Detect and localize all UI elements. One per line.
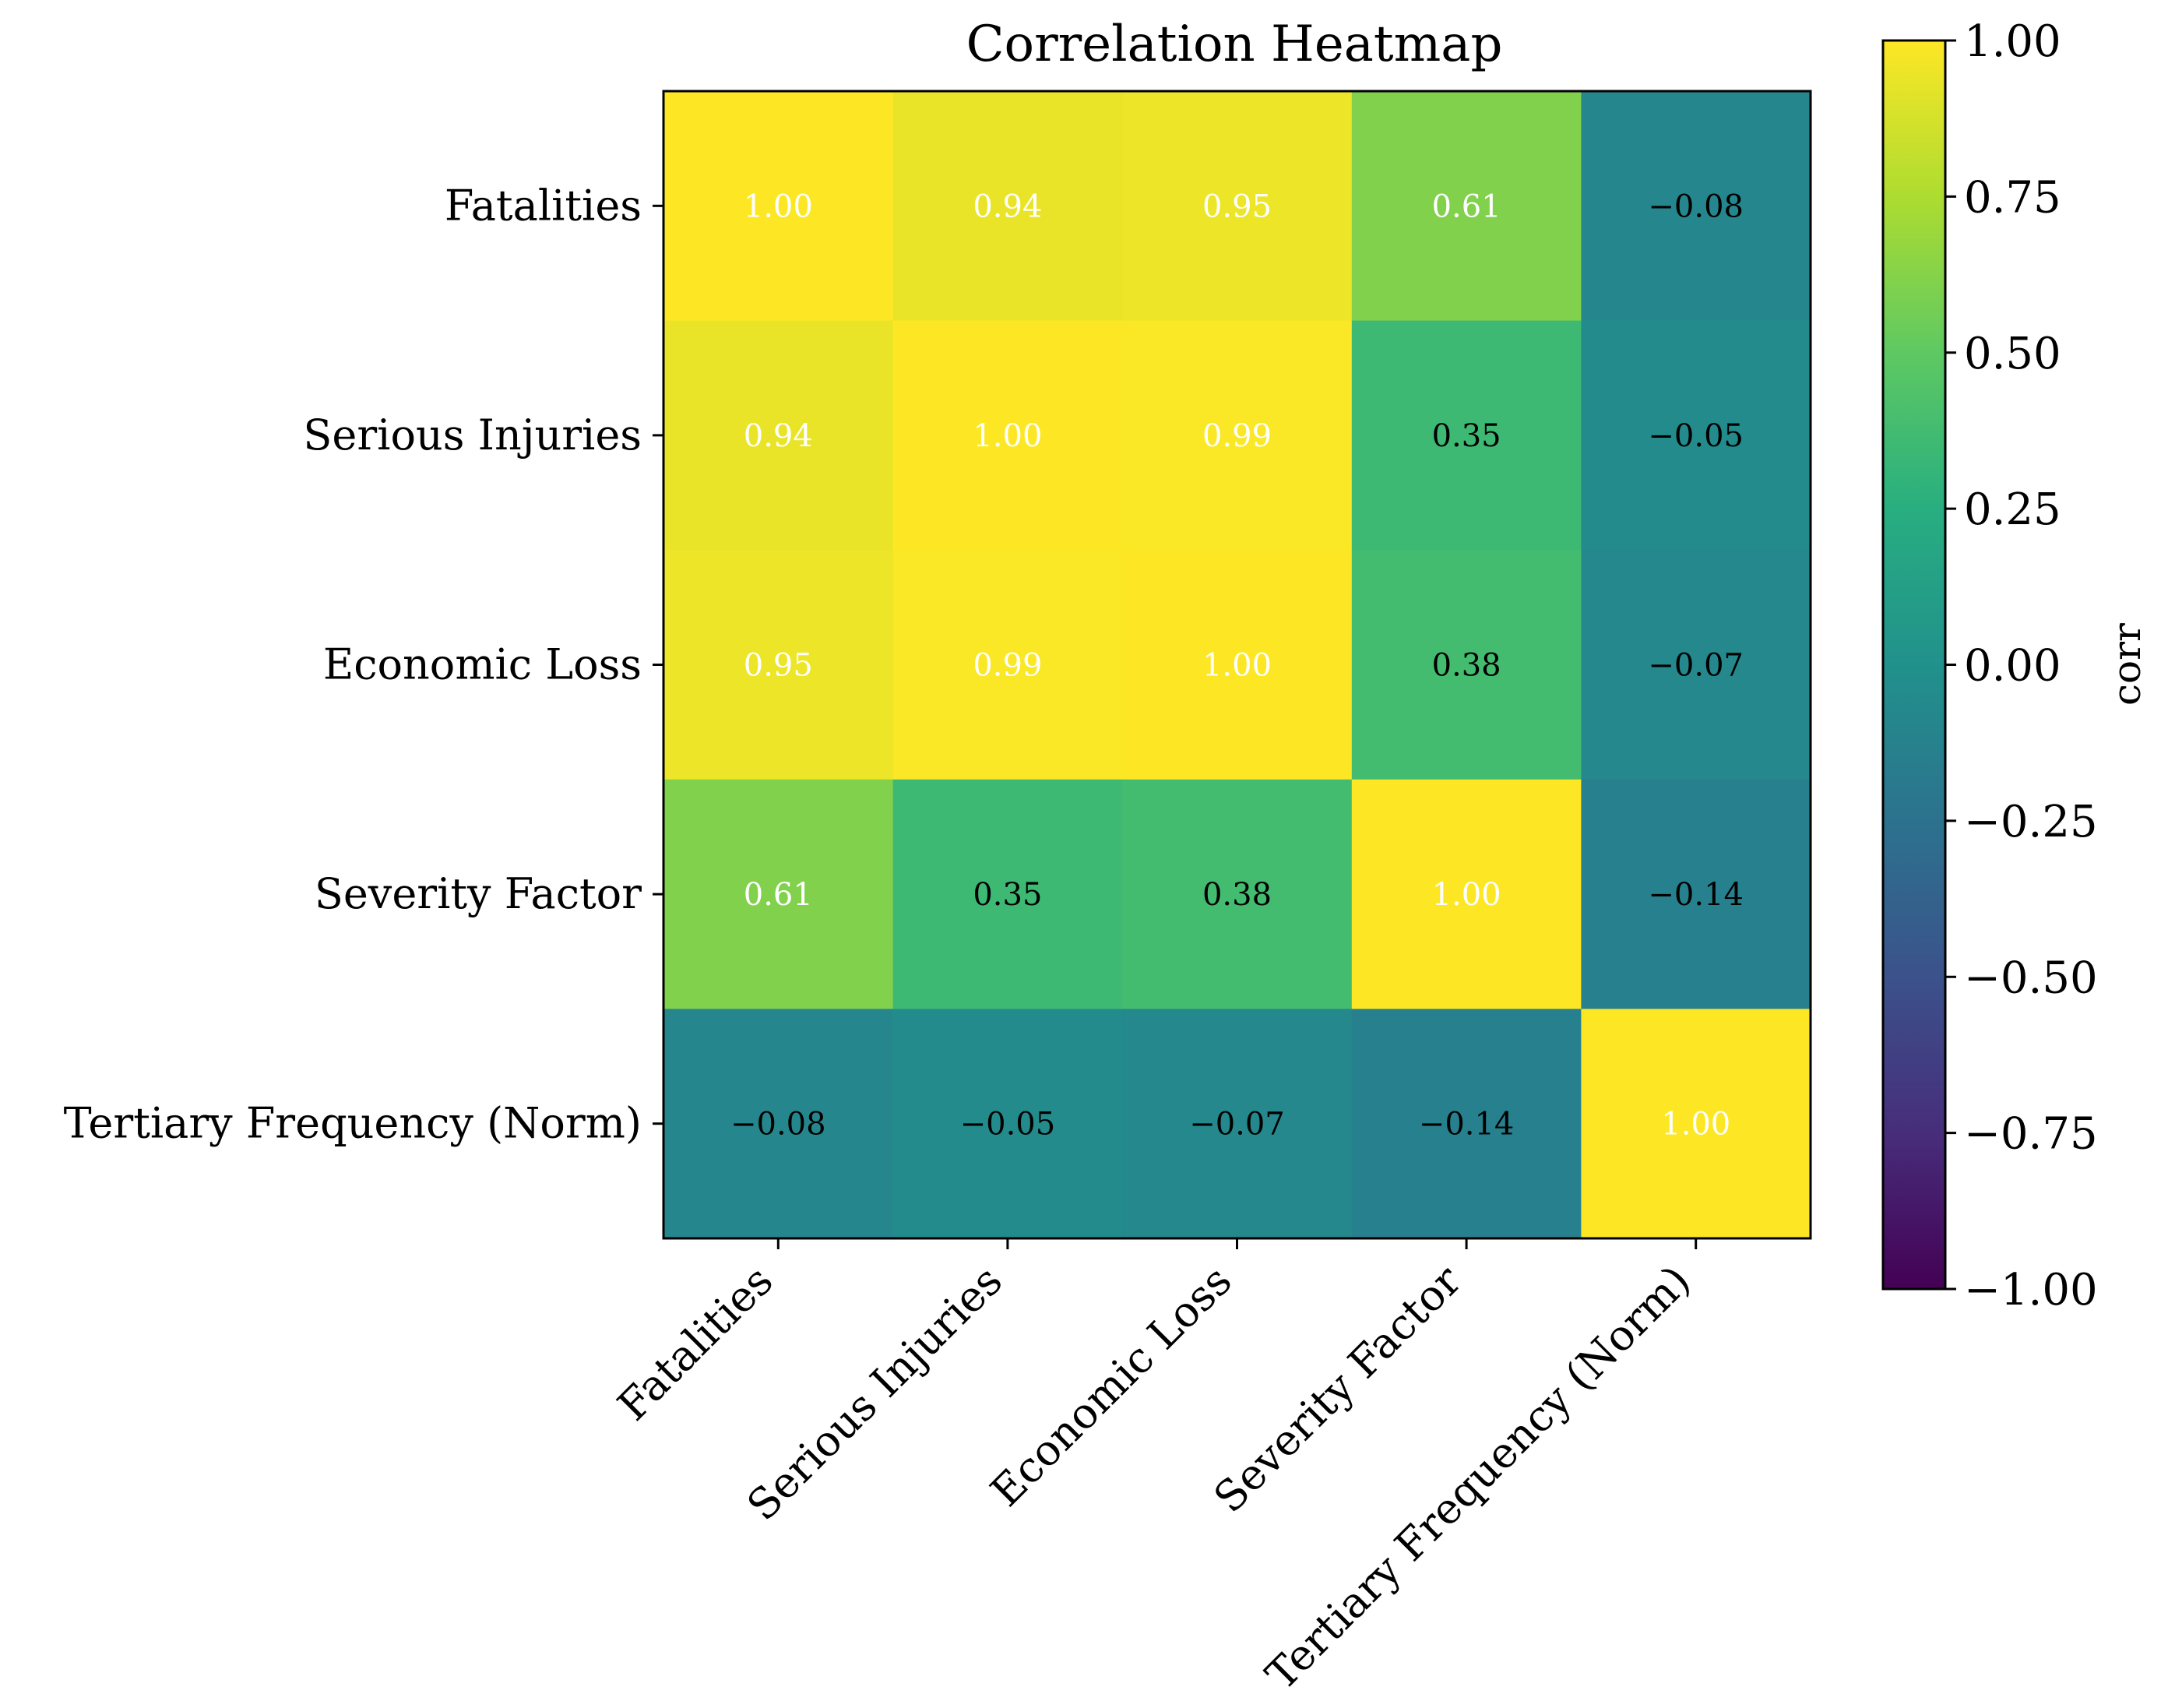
cell-value-label: 0.61: [1432, 188, 1501, 224]
heatmap-cell-r4-c0: [663, 1009, 894, 1239]
cell-value-label: −0.08: [730, 1107, 826, 1143]
cell-value-label: −0.07: [1189, 1107, 1285, 1143]
cell-value-label: 1.00: [1202, 648, 1272, 684]
cell-value-label: 1.00: [973, 418, 1042, 454]
y-tick-label-serious-injuries: Serious Injuries: [303, 410, 642, 460]
heatmap-cell-r2-c2: [1122, 550, 1353, 780]
heatmap-cell-r2-c3: [1351, 550, 1582, 780]
heatmap-cell-r2-c4: [1581, 550, 1811, 780]
heatmap-cell-r2-c1: [892, 550, 1123, 780]
colorbar-tick-label: 1.00: [1964, 16, 2061, 67]
heatmap-cell-r3-c3: [1351, 779, 1582, 1009]
colorbar-tick-label: 0.50: [1964, 329, 2061, 379]
chart-title: Correlation Heatmap: [966, 16, 1503, 73]
cell-value-label: 0.95: [744, 648, 813, 684]
cell-value-label: −0.08: [1648, 188, 1744, 224]
colorbar-label: corr: [2104, 623, 2149, 706]
cell-value-label: 0.35: [973, 877, 1042, 913]
cell-value-label: 0.94: [744, 418, 813, 454]
heatmap-cell-r4-c3: [1351, 1009, 1582, 1239]
heatmap-cell-r0-c0: [663, 91, 894, 322]
heatmap-cell-r1-c1: [892, 320, 1123, 551]
cell-value-label: 1.00: [744, 188, 813, 224]
heatmap-cell-r1-c3: [1351, 320, 1582, 551]
y-tick-label-fatalities: Fatalities: [445, 181, 642, 230]
cell-value-label: 0.99: [973, 648, 1042, 684]
colorbar-tick-label: −1.00: [1964, 1265, 2098, 1315]
heatmap-cell-r0-c4: [1581, 91, 1811, 322]
cell-value-label: −0.14: [1419, 1107, 1515, 1143]
y-tick-label-tertiary-frequency-norm: Tertiary Frequency (Norm): [64, 1099, 642, 1148]
cell-value-label: −0.05: [1648, 418, 1744, 454]
colorbar-tick-label: 0.75: [1964, 172, 2061, 223]
heatmap-cell-r4-c2: [1122, 1009, 1353, 1239]
heatmap-cells: [663, 91, 1811, 1239]
colorbar: [1881, 39, 1947, 1291]
cell-value-label: 0.99: [1202, 418, 1272, 454]
y-tick-label-severity-factor: Severity Factor: [315, 869, 642, 918]
cell-value-label: −0.05: [960, 1107, 1056, 1143]
heatmap-cell-r3-c2: [1122, 779, 1353, 1009]
colorbar-tick-label: −0.75: [1964, 1109, 2098, 1160]
heatmap-cell-r2-c0: [663, 550, 894, 780]
cell-value-label: 1.00: [1432, 877, 1501, 913]
cell-value-label: 0.94: [973, 188, 1042, 224]
y-axis: Fatalities Serious Injuries Economic Loss S…: [64, 181, 663, 1148]
colorbar-tick-label: −0.25: [1964, 797, 2098, 847]
heatmap-cell-r4-c1: [892, 1009, 1123, 1239]
colorbar-tick-label: 0.00: [1964, 641, 2061, 692]
heatmap-cell-r3-c1: [892, 779, 1123, 1009]
heatmap-cell-r1-c2: [1122, 320, 1353, 551]
heatmap-cell-r1-c4: [1581, 320, 1811, 551]
heatmap-cell-labels: 1.00 0.94 0.95 0.61 −0.08 0.94 1.00 0.99 0.35 −0.…: [730, 188, 1744, 1142]
heatmap-cell-r0-c1: [892, 91, 1123, 322]
cell-value-label: 0.38: [1432, 648, 1501, 684]
cell-value-label: 0.61: [744, 877, 813, 913]
heatmap-cell-r0-c2: [1122, 91, 1353, 322]
cell-value-label: 0.35: [1432, 418, 1501, 454]
cell-value-label: 0.95: [1202, 188, 1272, 224]
colorbar-tick-label: 0.25: [1964, 484, 2061, 535]
colorbar-ticks: 1.00 0.75 0.50 0.25 0.00 −0.25 −0.50 −0.75 −1.00: [1945, 16, 2098, 1315]
heatmap-cell-r3-c0: [663, 779, 894, 1009]
cell-value-label: −0.14: [1648, 877, 1744, 913]
heatmap-cell-r4-c4: [1581, 1009, 1811, 1239]
heatmap-cell-r3-c4: [1581, 779, 1811, 1009]
colorbar-tick-label: −0.50: [1964, 953, 2098, 1003]
cell-value-label: 0.38: [1202, 877, 1272, 913]
heatmap-cell-r0-c3: [1351, 91, 1582, 322]
y-tick-label-economic-loss: Economic Loss: [323, 640, 642, 689]
heatmap-cell-r1-c0: [663, 320, 894, 551]
cell-value-label: 1.00: [1661, 1107, 1730, 1143]
cell-value-label: −0.07: [1648, 648, 1744, 684]
